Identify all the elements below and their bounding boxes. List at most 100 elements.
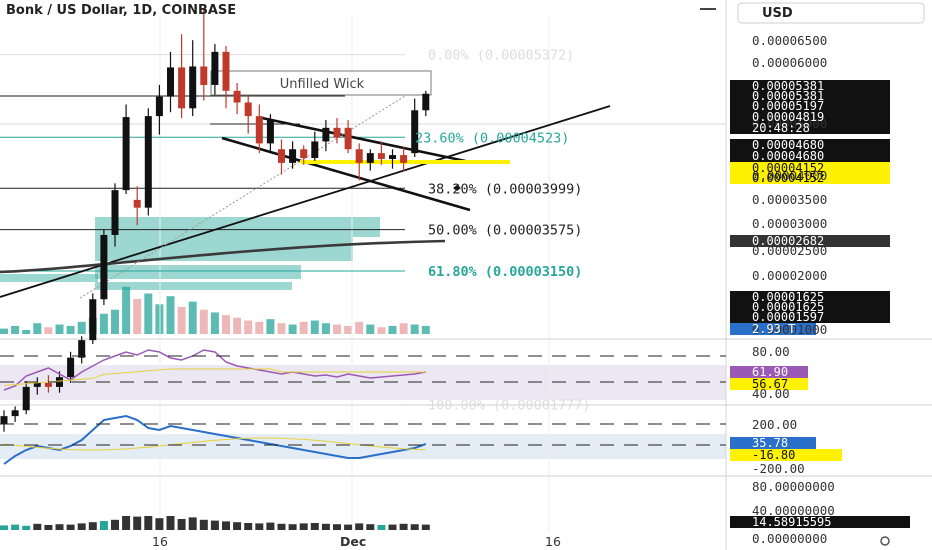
price-tag bbox=[730, 291, 890, 303]
volume-bar bbox=[366, 324, 375, 334]
volume-bar bbox=[111, 309, 119, 334]
price-tag bbox=[730, 172, 890, 184]
candle-body[interactable] bbox=[11, 410, 19, 417]
volume-bar bbox=[277, 323, 286, 334]
candle-body[interactable] bbox=[155, 96, 163, 117]
price-axis-label: 0.00006500 bbox=[752, 33, 827, 48]
candle-body[interactable] bbox=[22, 386, 30, 411]
pane4-bar bbox=[277, 523, 286, 530]
candle-body[interactable] bbox=[344, 127, 352, 150]
volume-bar bbox=[166, 296, 175, 334]
candle-body[interactable] bbox=[411, 110, 419, 154]
candle-body[interactable] bbox=[400, 155, 408, 163]
pane4-bar bbox=[122, 516, 131, 530]
candle-body[interactable] bbox=[422, 93, 430, 111]
price-tag bbox=[730, 311, 890, 323]
price-tag-label: 0.00004680 bbox=[752, 149, 824, 163]
channel-line[interactable] bbox=[221, 136, 471, 212]
candle-body[interactable] bbox=[389, 155, 396, 159]
pane4-bar bbox=[0, 525, 8, 530]
candle-body[interactable] bbox=[222, 51, 230, 91]
candle-body[interactable] bbox=[366, 153, 374, 163]
candle-body[interactable] bbox=[311, 141, 319, 159]
candle-body[interactable] bbox=[67, 357, 75, 378]
currency-box[interactable] bbox=[737, 2, 925, 24]
candle-body[interactable] bbox=[322, 127, 330, 142]
price-tag bbox=[730, 301, 890, 313]
zone bbox=[95, 237, 353, 261]
price-tag bbox=[730, 235, 890, 247]
price-axis-label: 0.00004000 bbox=[752, 168, 827, 183]
price-axis-label: 0.00002000 bbox=[752, 268, 827, 283]
price-tag-label: 2.93 T bbox=[752, 322, 795, 336]
rsi-axis-label: 40.00 bbox=[752, 386, 790, 401]
candle-body[interactable] bbox=[144, 116, 152, 208]
volume-bar bbox=[22, 329, 31, 334]
pane4-bar bbox=[388, 524, 397, 530]
candle-body[interactable] bbox=[211, 51, 219, 85]
price-tag-label: 0.00004819 bbox=[752, 110, 824, 124]
volume-bar bbox=[321, 323, 330, 334]
time-axis-label: Dec bbox=[340, 534, 366, 549]
pane4-bar bbox=[133, 516, 142, 530]
candle-body[interactable] bbox=[178, 67, 186, 109]
volume-bar bbox=[410, 324, 419, 334]
price-tag-label: 0.00004680 bbox=[752, 138, 824, 152]
volume-bar bbox=[421, 325, 430, 334]
candle-body[interactable] bbox=[167, 67, 174, 97]
volume-bar bbox=[33, 323, 42, 334]
candle-body[interactable] bbox=[233, 90, 241, 103]
candle-body[interactable] bbox=[244, 102, 252, 117]
pane4-bar bbox=[244, 523, 253, 530]
candle-body[interactable] bbox=[100, 234, 108, 300]
candle-body[interactable] bbox=[266, 120, 274, 144]
price-tag-label: 0.00001597 bbox=[752, 310, 824, 324]
candle-body[interactable] bbox=[355, 149, 363, 163]
pane4-axis-label: 80.00000000 bbox=[752, 479, 835, 494]
pane4-bar bbox=[44, 525, 53, 530]
pane4-value: 14.58915595 bbox=[752, 515, 831, 529]
candle-body[interactable] bbox=[278, 149, 285, 163]
rsi-signal-tag bbox=[730, 378, 808, 390]
pane4-bar bbox=[299, 523, 308, 530]
price-tag-label: 0.00001625 bbox=[752, 290, 824, 304]
candle-body[interactable] bbox=[0, 416, 8, 424]
candle-body[interactable] bbox=[122, 117, 130, 191]
pane4-tag bbox=[730, 516, 910, 528]
candle-body[interactable] bbox=[44, 383, 52, 387]
pane4-bar bbox=[99, 521, 108, 530]
candle-body[interactable] bbox=[289, 149, 297, 163]
candle-body[interactable] bbox=[189, 66, 197, 109]
candle-body[interactable] bbox=[133, 199, 141, 208]
candle-body[interactable] bbox=[377, 153, 385, 159]
price-tag-label: 0.00005197 bbox=[752, 99, 824, 113]
settings-icon[interactable] bbox=[880, 536, 890, 546]
cci-band bbox=[0, 434, 726, 459]
candle-body[interactable] bbox=[89, 299, 97, 341]
candle-body[interactable] bbox=[111, 190, 119, 235]
pane4-axis-label: 0.00000000 bbox=[752, 531, 827, 546]
pane4-bar bbox=[199, 519, 208, 530]
pane4-bar bbox=[399, 523, 408, 530]
pane4-bar bbox=[144, 516, 153, 530]
pane4-bar bbox=[177, 519, 186, 530]
pane4-bar bbox=[255, 523, 264, 530]
rsi-axis-label: 80.00 bbox=[752, 344, 790, 359]
candle-body[interactable] bbox=[255, 116, 263, 144]
channel-line[interactable] bbox=[261, 116, 471, 164]
zone bbox=[0, 274, 98, 282]
zone bbox=[95, 217, 380, 237]
candle-body[interactable] bbox=[333, 127, 341, 138]
pane4-bar bbox=[377, 525, 386, 530]
candle-body[interactable] bbox=[300, 149, 308, 159]
fib-label: 38.20% (0.00003999) bbox=[428, 181, 582, 197]
candle-body[interactable] bbox=[200, 66, 208, 85]
volume-bar bbox=[344, 325, 353, 334]
moving-average bbox=[0, 239, 446, 274]
cci-line bbox=[3, 414, 427, 465]
candle-body[interactable] bbox=[78, 340, 86, 358]
volume-bar bbox=[11, 325, 20, 334]
volume-bar bbox=[155, 304, 164, 334]
candle-body[interactable] bbox=[33, 383, 41, 387]
